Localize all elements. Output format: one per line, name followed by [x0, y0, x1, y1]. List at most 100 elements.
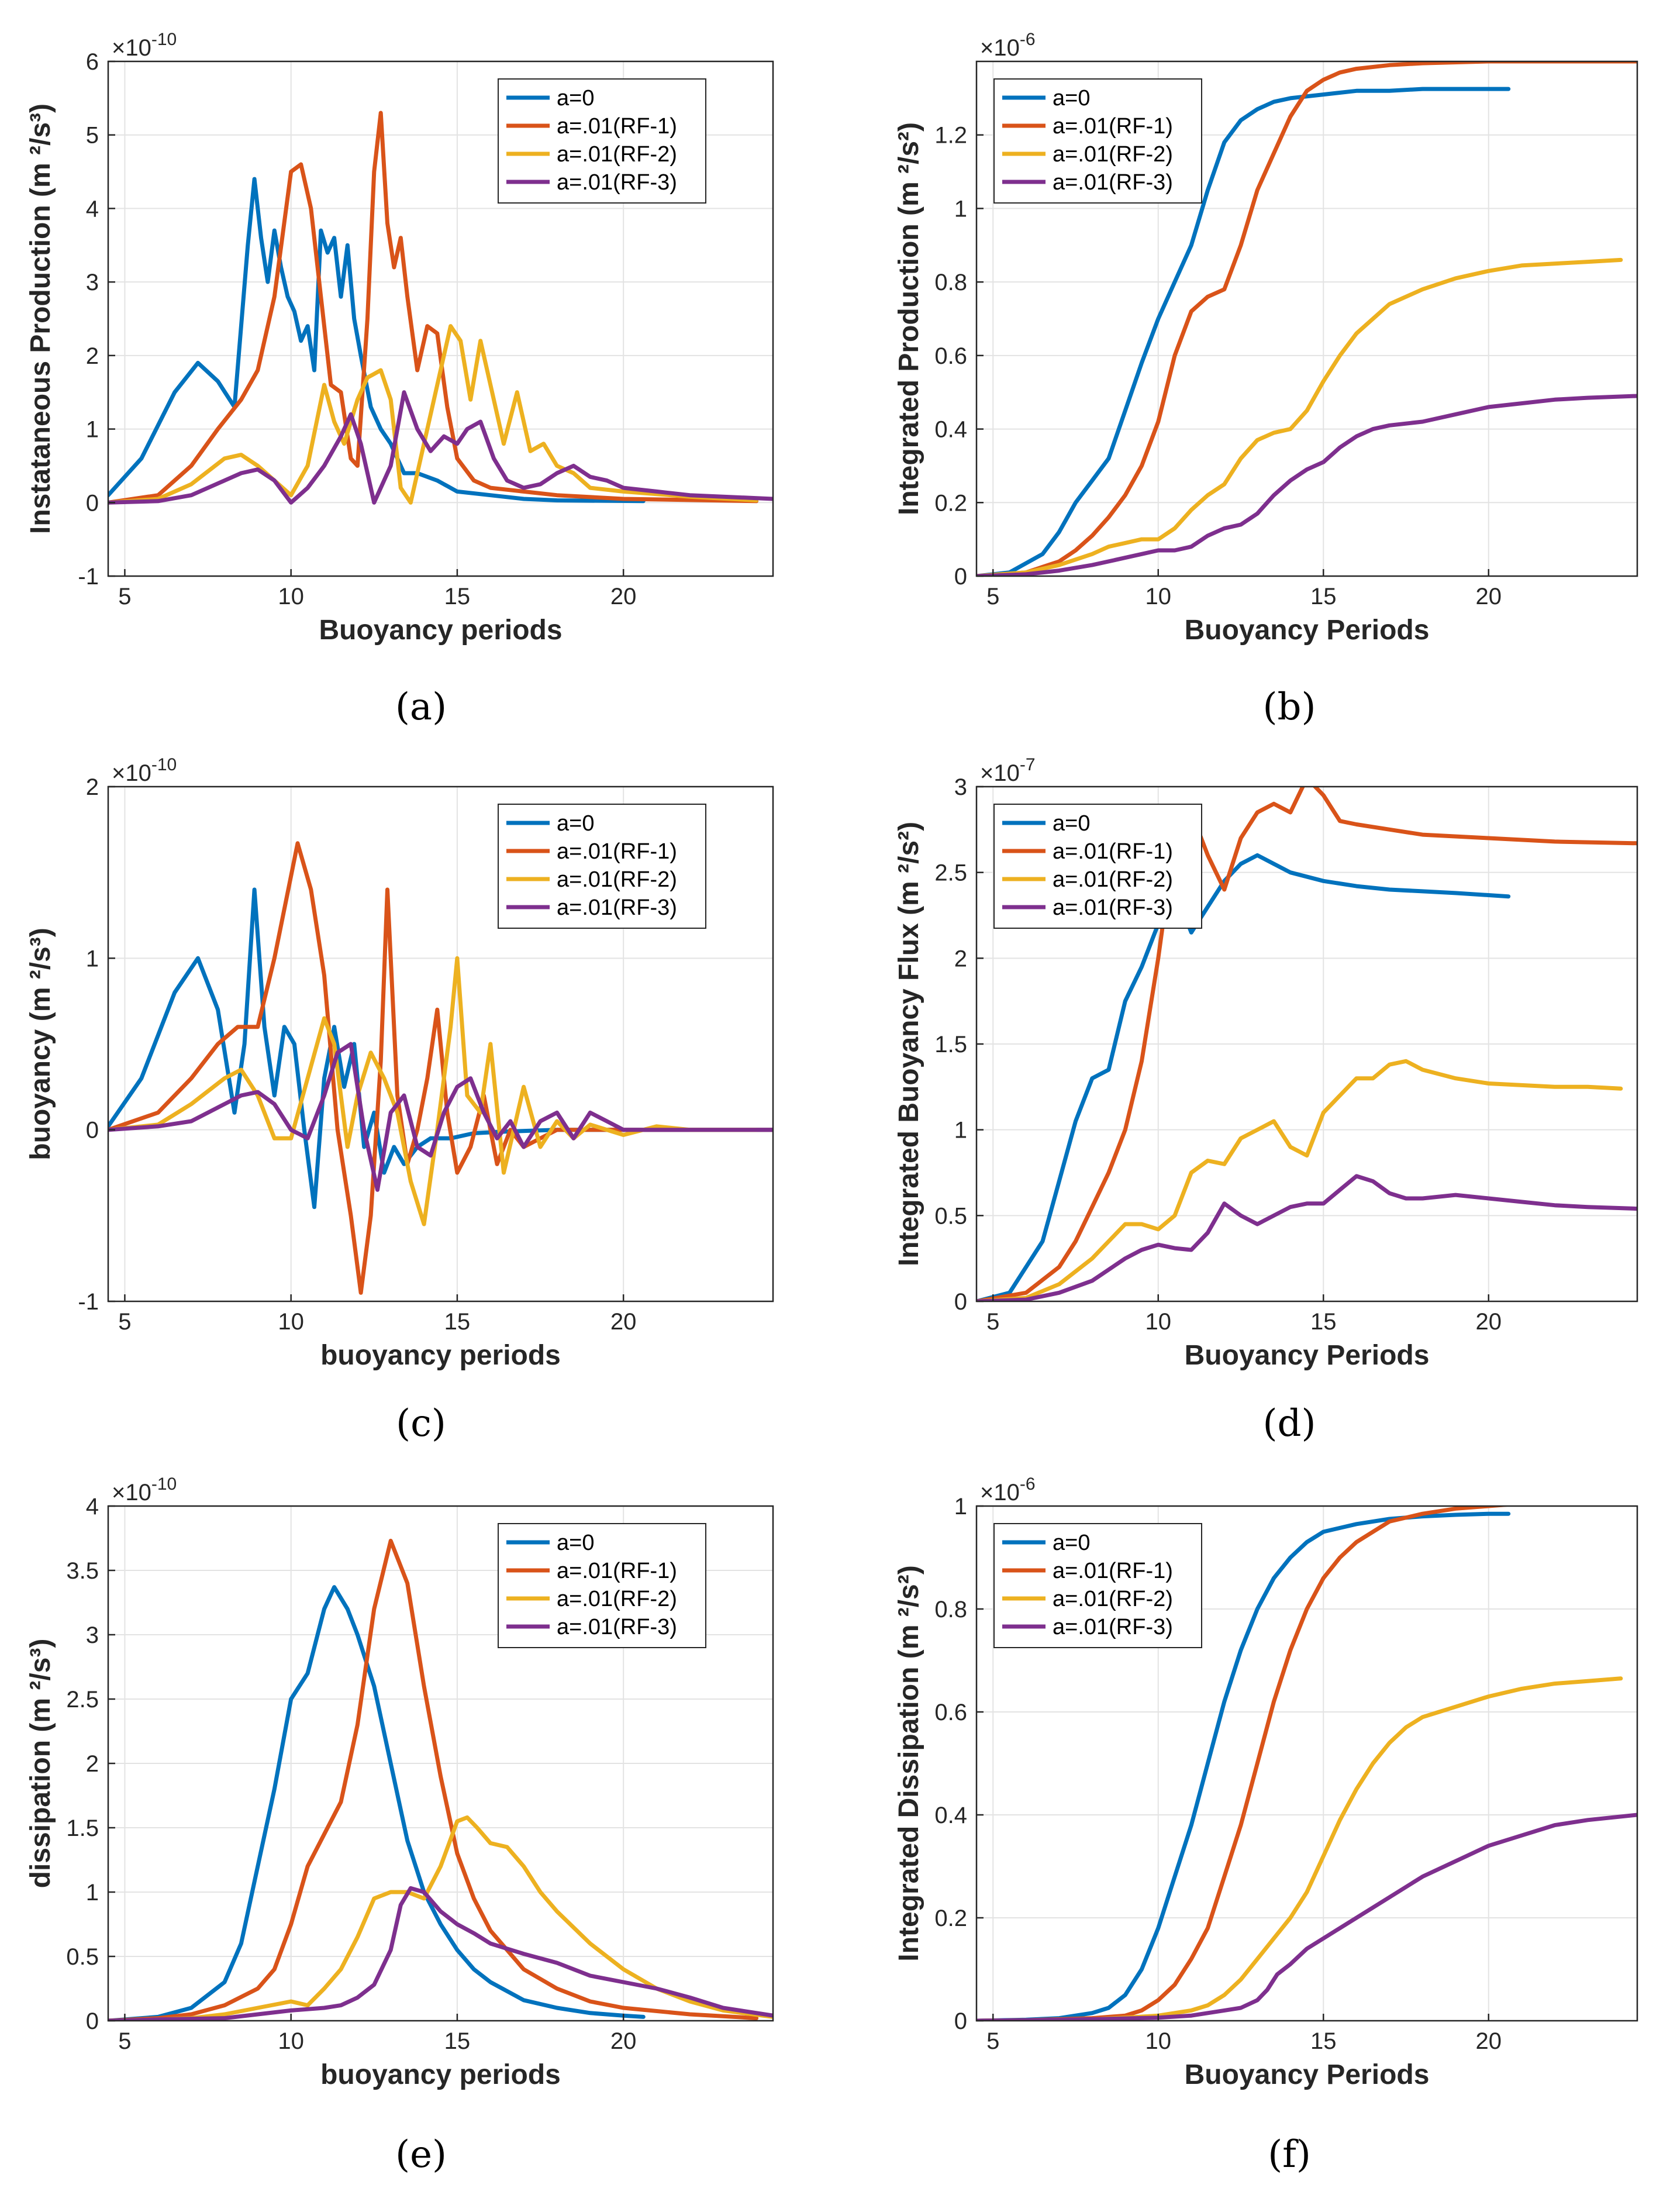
y-tick-label: 3 — [86, 1622, 99, 1648]
y-tick-label: 3.5 — [66, 1558, 99, 1584]
series-line-4 — [108, 1886, 773, 2021]
series-line-4 — [977, 1813, 1637, 2021]
legend-entry: a=.01(RF-3) — [1053, 170, 1173, 195]
series-line-2 — [108, 1538, 759, 2021]
panel-caption: (e) — [395, 2133, 447, 2176]
chart-panel-b: 5 10 15 20 0 0.2 0.4 0.6 0.8 1 1.2 ×10-6 Buoyancy Pe… — [893, 30, 1638, 729]
y-tick-label: 4 — [86, 1494, 99, 1520]
panel-caption: (c) — [396, 1402, 446, 1445]
y-tick-label: 5 — [86, 123, 99, 149]
y-tick-label: 0.4 — [934, 1803, 967, 1828]
y-tick-label: 0.4 — [934, 417, 967, 443]
series-line-4 — [977, 394, 1637, 576]
legend-entry: a=.01(RF-1) — [557, 1559, 677, 1583]
legend-entry: a=.01(RF-3) — [1053, 895, 1173, 920]
series-line-2 — [977, 61, 1637, 576]
chart-panel-d: 5 10 15 20 0 0.5 1 1.5 2 2.5 3 ×10-7 Buoyancy Period… — [893, 755, 1638, 1445]
y-tick-label: 1 — [86, 417, 99, 443]
legend: a=0 a=.01(RF-1) a=.01(RF-2) a=.01(RF-3) — [498, 1523, 706, 1648]
legend-entry: a=.01(RF-3) — [557, 895, 677, 920]
series-line-3 — [977, 1059, 1623, 1301]
y-tick-label: 2 — [954, 946, 967, 971]
x-axis-label: buoyancy periods — [320, 1340, 561, 1371]
axis-exponent: ×10-10 — [112, 1474, 177, 1505]
panel-caption: (f) — [1268, 2133, 1311, 2176]
x-tick-label: 5 — [986, 584, 999, 609]
y-axis-label: buoyancy (m ²/s³) — [25, 928, 56, 1160]
x-tick-label: 5 — [986, 1309, 999, 1335]
legend: a=0 a=.01(RF-1) a=.01(RF-2) a=.01(RF-3) — [993, 1523, 1202, 1648]
y-tick-label: 1.5 — [66, 1815, 99, 1841]
x-tick-label: 10 — [1145, 1309, 1172, 1335]
x-axis-label: Buoyancy Periods — [1185, 2059, 1430, 2090]
panel-caption: (d) — [1263, 1402, 1316, 1445]
y-tick-label: 2 — [86, 774, 99, 800]
series-line-4 — [108, 390, 773, 505]
axis-exponent: ×10-7 — [980, 755, 1036, 786]
series-line-2 — [977, 787, 1637, 1301]
x-tick-label: 15 — [444, 2028, 471, 2054]
x-axis-label: Buoyancy Periods — [1185, 615, 1430, 646]
y-axis-label: dissipation (m ²/s³) — [25, 1639, 56, 1889]
x-tick-label: 10 — [278, 2028, 304, 2054]
x-axis-label: Buoyancy Periods — [1185, 1340, 1430, 1371]
legend-entry: a=0 — [1053, 86, 1090, 111]
legend-entry: a=0 — [1053, 811, 1090, 836]
series-group — [977, 61, 1637, 576]
legend-entry: a=.01(RF-3) — [557, 1615, 677, 1639]
x-tick-label: 10 — [278, 1309, 304, 1335]
legend-entry: a=.01(RF-2) — [1053, 142, 1173, 167]
y-tick-label: 0.6 — [934, 343, 967, 369]
y-tick-label: 0 — [86, 490, 99, 516]
y-tick-label: 3 — [86, 270, 99, 295]
x-tick-label: 20 — [610, 584, 637, 609]
series-line-3 — [108, 1815, 773, 2021]
legend-entry: a=.01(RF-3) — [557, 170, 677, 195]
axes-box — [107, 60, 774, 577]
series-line-3 — [108, 956, 759, 1226]
chart-panel-e: 5 10 15 20 0 0.5 1 1.5 2 2.5 3 3.5 4 ×10-10 buoyancy p… — [25, 1474, 774, 2176]
y-tick-label: 0.5 — [934, 1203, 967, 1229]
panel-caption: (b) — [1263, 685, 1316, 729]
y-axis-label: Instataneous Production (m ²/s³) — [25, 104, 56, 534]
axis-exponent: ×10-6 — [980, 1474, 1036, 1505]
y-tick-label: 0.5 — [66, 1944, 99, 1970]
y-tick-label: 0 — [954, 2008, 967, 2034]
y-axis-label: Integrated Dissipation (m ²/s²) — [893, 1565, 924, 1961]
x-tick-label: 20 — [610, 1309, 637, 1335]
series-line-4 — [977, 1174, 1637, 1301]
x-tick-label: 20 — [1476, 2028, 1502, 2054]
legend-entry: a=.01(RF-1) — [1053, 1559, 1173, 1583]
legend-entry: a=.01(RF-2) — [557, 867, 677, 892]
y-tick-label: 0 — [86, 1118, 99, 1143]
x-tick-label: 20 — [1476, 1309, 1502, 1335]
x-tick-label: 5 — [118, 1309, 131, 1335]
x-tick-label: 5 — [118, 2028, 131, 2054]
axes-box — [107, 785, 774, 1303]
legend-entry: a=0 — [557, 86, 594, 111]
y-tick-label: 0.6 — [934, 1700, 967, 1725]
legend-entry: a=0 — [1053, 1531, 1090, 1555]
axes-box — [975, 60, 1638, 577]
y-tick-label: 0.8 — [934, 270, 967, 295]
y-axis-label: Integrated Buoyancy Flux (m ²/s²) — [893, 822, 924, 1266]
series-line-3 — [977, 257, 1623, 576]
y-tick-label: 1 — [86, 1880, 99, 1906]
y-tick-label: 1 — [954, 1494, 967, 1520]
series-line-2 — [977, 1506, 1515, 2021]
x-tick-label: 10 — [1145, 2028, 1172, 2054]
series-group — [108, 841, 773, 1295]
x-tick-label: 10 — [278, 584, 304, 609]
series-line-1 — [108, 177, 646, 504]
y-tick-label: 3 — [954, 774, 967, 800]
y-tick-label: 0 — [954, 564, 967, 590]
x-tick-label: 20 — [1476, 584, 1502, 609]
legend-entry: a=.01(RF-2) — [1053, 1587, 1173, 1611]
axes-box — [975, 1505, 1638, 2022]
y-tick-label: 1 — [954, 196, 967, 222]
y-tick-label: 2.5 — [934, 860, 967, 886]
y-axis-label: Integrated Production (m ²/s²) — [893, 122, 924, 515]
series-line-1 — [977, 87, 1511, 576]
legend-entry: a=.01(RF-1) — [557, 839, 677, 864]
